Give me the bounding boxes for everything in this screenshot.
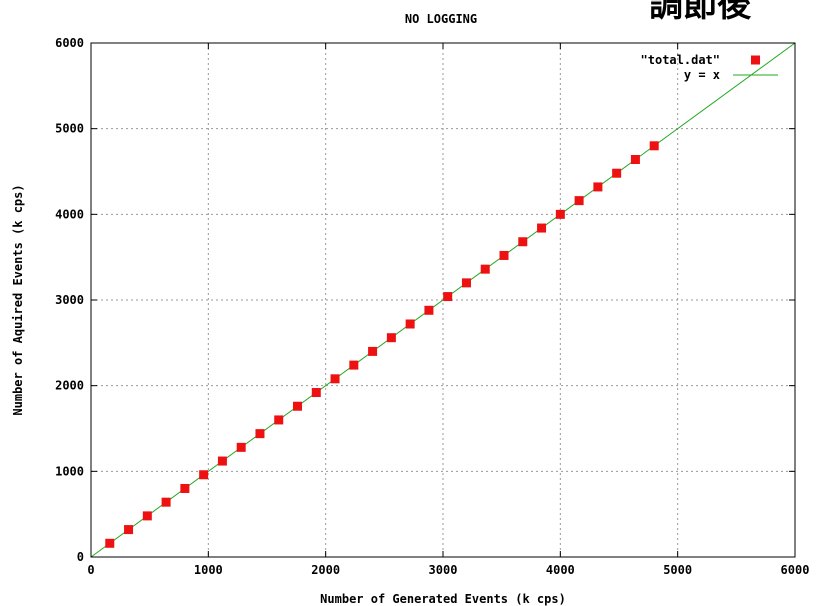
y-tick-label: 1000 [55, 464, 84, 478]
legend-marker-square [751, 55, 760, 65]
data-point [311, 388, 321, 398]
x-tick-label: 3000 [429, 563, 458, 577]
data-point [593, 182, 603, 192]
data-point [217, 456, 227, 466]
data-point [630, 155, 640, 165]
y-tick-label: 0 [77, 550, 84, 564]
data-point [405, 319, 415, 329]
x-tick-label: 1000 [194, 563, 223, 577]
data-point [293, 401, 303, 411]
y-axis-label: Number of Aquired Events (k cps) [11, 184, 25, 415]
y-tick-label: 5000 [55, 122, 84, 136]
x-tick-label: 2000 [311, 563, 340, 577]
legend-entry-label: "total.dat" [641, 53, 720, 67]
data-point [480, 264, 490, 274]
data-point [518, 237, 528, 247]
data-point [424, 305, 434, 315]
y-tick-label: 3000 [55, 293, 84, 307]
data-point [236, 442, 246, 452]
data-point [105, 538, 115, 548]
data-point [612, 168, 622, 178]
x-tick-label: 5000 [663, 563, 692, 577]
series-layer [90, 42, 796, 558]
y-tick-label: 4000 [55, 207, 84, 221]
x-tick-label: 0 [87, 563, 94, 577]
data-point [255, 429, 265, 439]
data-point [330, 374, 340, 384]
data-point [161, 497, 171, 507]
chart-title: NO LOGGING [405, 12, 477, 26]
data-point [537, 223, 547, 233]
data-point [274, 415, 284, 425]
data-point [199, 470, 209, 480]
data-point [142, 511, 152, 521]
y-tick-label: 2000 [55, 379, 84, 393]
data-point [499, 250, 509, 260]
legend: "total.dat"y = x [641, 53, 778, 82]
data-point [124, 525, 134, 535]
data-point [386, 333, 396, 343]
data-point [649, 141, 659, 151]
data-point [349, 360, 359, 370]
y-tick-label: 6000 [55, 36, 84, 50]
data-point [555, 209, 565, 219]
overlay-caption: 調節後 [649, 0, 752, 25]
x-axis-label: Number of Generated Events (k cps) [320, 592, 566, 606]
data-point [461, 278, 471, 288]
series-line-y-equals-x [90, 42, 796, 558]
data-point [443, 292, 453, 302]
legend-entry-label: y = x [684, 68, 720, 82]
data-point [180, 483, 190, 493]
data-point [574, 196, 584, 206]
data-point [368, 346, 378, 356]
x-tick-label: 6000 [781, 563, 810, 577]
ticks: 0 1000 2000 3000 4000 5000 6000 0 1000 2000 3000 40… [55, 36, 809, 577]
x-tick-label: 4000 [546, 563, 575, 577]
